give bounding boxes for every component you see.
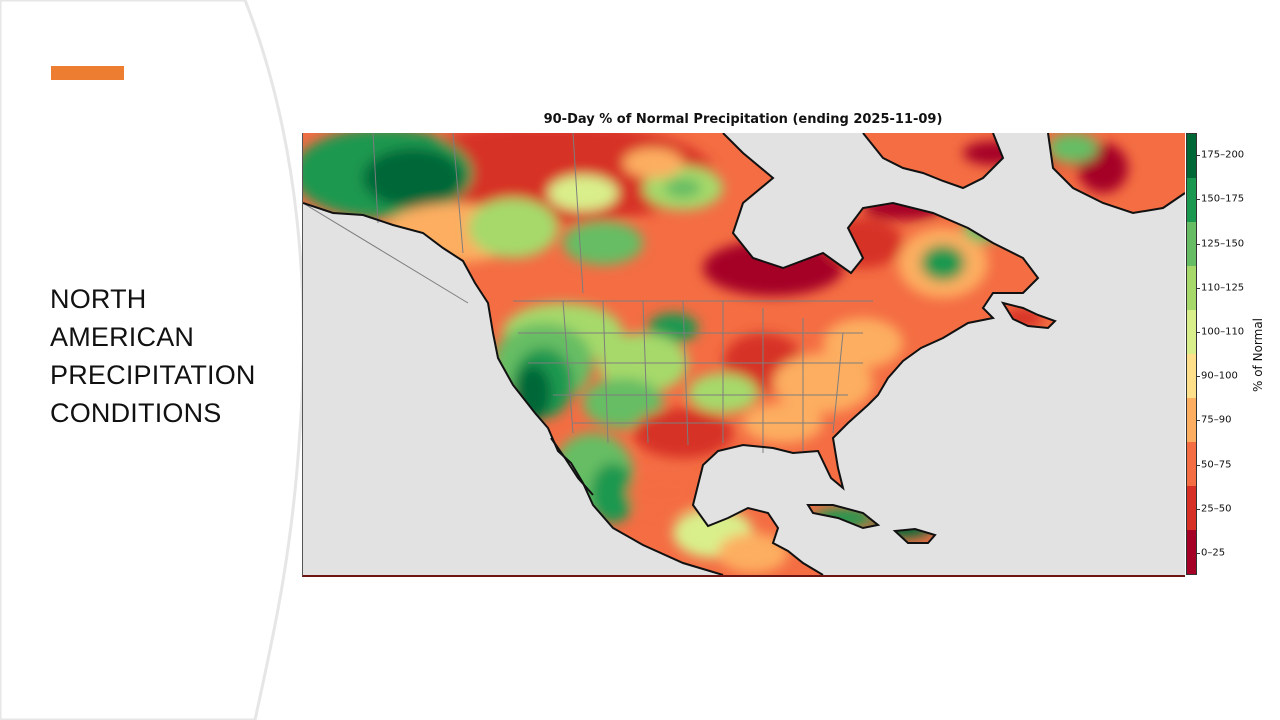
legend-tick (1197, 464, 1200, 466)
legend-swatch (1187, 486, 1196, 530)
legend-tick (1197, 376, 1200, 378)
precipitation-map-canvas (303, 133, 1185, 575)
legend-label: 25–50 (1201, 503, 1232, 515)
legend-tick (1197, 552, 1200, 554)
legend-label: 175–200 (1201, 149, 1245, 161)
legend-tick (1197, 287, 1200, 289)
legend-swatch (1187, 222, 1196, 266)
legend-label: 90–100 (1201, 370, 1238, 382)
legend-tick (1197, 155, 1200, 157)
slide-left-panel-curve (0, 0, 305, 720)
legend-swatch (1187, 530, 1196, 574)
legend-label: 150–175 (1201, 193, 1245, 205)
legend-swatch (1187, 266, 1196, 310)
map-title: 90-Day % of Normal Precipitation (ending… (543, 112, 943, 127)
precipitation-map (302, 133, 1185, 577)
legend-label: 75–90 (1201, 414, 1232, 426)
legend-label: 0–25 (1201, 547, 1226, 559)
coastlines (303, 133, 1185, 575)
legend-colorbar (1186, 133, 1197, 575)
legend-tick (1197, 420, 1200, 422)
legend-swatch (1187, 178, 1196, 222)
legend-tick (1197, 243, 1200, 245)
legend-swatch (1187, 310, 1196, 354)
legend-tick (1197, 331, 1200, 333)
state-borders (303, 133, 873, 453)
legend-label: 125–150 (1201, 238, 1245, 249)
legend-tick (1197, 199, 1200, 201)
legend-swatch (1187, 442, 1196, 486)
legend-title: % of Normal (1251, 317, 1265, 393)
legend-tick (1197, 508, 1200, 510)
legend-swatch (1187, 398, 1196, 442)
legend-label: 50–75 (1201, 459, 1232, 470)
legend-swatch (1187, 134, 1196, 178)
legend-swatch (1187, 354, 1196, 398)
legend-label: 110–125 (1201, 282, 1245, 294)
slide-title: NORTH AMERICAN PRECIPITATION CONDITIONS (50, 284, 256, 428)
legend-label: 100–110 (1201, 326, 1245, 338)
accent-bar (51, 66, 124, 80)
